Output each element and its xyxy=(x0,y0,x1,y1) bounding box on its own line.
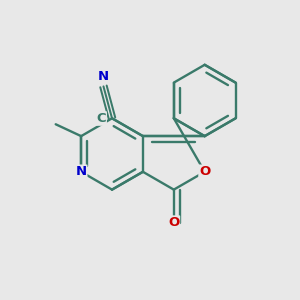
Text: N: N xyxy=(98,70,109,83)
Text: O: O xyxy=(168,216,179,229)
Text: N: N xyxy=(76,165,87,178)
Text: C: C xyxy=(97,112,106,125)
Text: O: O xyxy=(199,165,210,178)
